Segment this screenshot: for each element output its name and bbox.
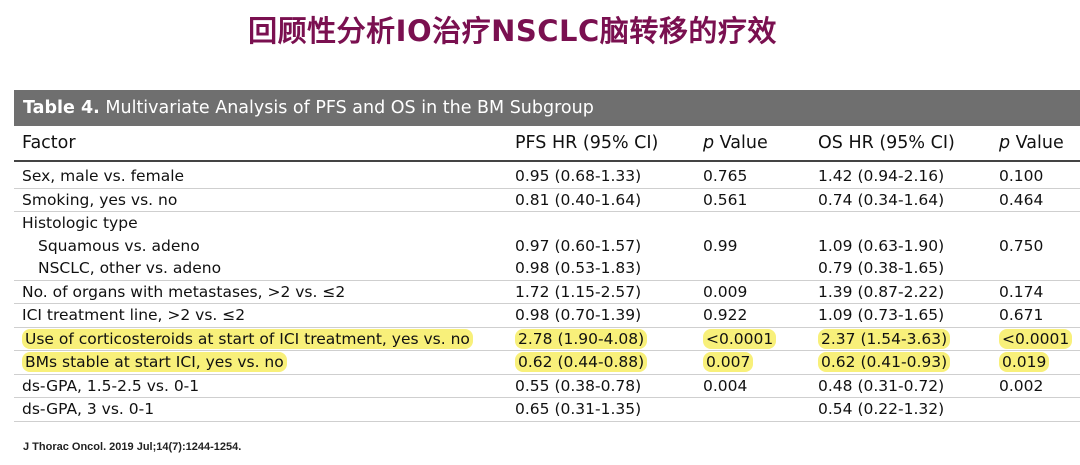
highlighted-text: Use of corticosteroids at start of ICI t… — [22, 328, 473, 349]
highlighted-text: <0.0001 — [999, 328, 1073, 349]
cell-pfs-p: 0.007 — [695, 350, 810, 375]
cell-factor: Use of corticosteroids at start of ICI t… — [14, 327, 507, 351]
table-caption: Table 4. Multivariate Analysis of PFS an… — [14, 90, 1080, 126]
cell-os-p: 0.464 — [991, 188, 1080, 212]
table-row-organs-metastases: No. of organs with metastases, >2 vs. ≤2… — [14, 280, 1080, 304]
cell-factor: ds-GPA, 1.5-2.5 vs. 0-1 — [14, 374, 507, 398]
cell-os-p — [991, 397, 1080, 422]
table-row-histologic-type: Histologic type — [14, 212, 1080, 235]
cell-pfs-p: 0.561 — [695, 188, 810, 212]
cell-pfs-hr: 2.78 (1.90-4.08) — [507, 327, 695, 351]
results-table-container: Table 4. Multivariate Analysis of PFS an… — [14, 90, 1080, 422]
header-pfs-p-rest: Value — [714, 133, 768, 153]
cell-pfs-p: 0.922 — [695, 303, 810, 328]
highlighted-text: 0.007 — [703, 352, 754, 373]
cell-os-hr: 0.48 (0.31-0.72) — [810, 374, 991, 398]
highlighted-text: <0.0001 — [703, 328, 777, 349]
cell-factor: Smoking, yes vs. no — [14, 188, 507, 212]
cell-factor: No. of organs with metastases, >2 vs. ≤2 — [14, 280, 507, 304]
cell-pfs-p — [695, 397, 810, 422]
table-row-ici-treatment-line: ICI treatment line, >2 vs. ≤2 0.98 (0.70… — [14, 303, 1080, 328]
cell-pfs-hr: 0.65 (0.31-1.35) — [507, 397, 695, 422]
cell-os-hr: 0.62 (0.41-0.93) — [810, 350, 991, 375]
cell-os-hr: 1.39 (0.87-2.22) — [810, 280, 991, 304]
cell-pfs-p — [695, 257, 810, 281]
cell-os-p: 0.002 — [991, 374, 1080, 398]
highlighted-text: BMs stable at start ICI, yes vs. no — [22, 352, 287, 373]
cell-os-p: <0.0001 — [991, 327, 1080, 351]
cell-pfs-hr: 0.98 (0.53-1.83) — [507, 257, 695, 281]
table-caption-text: Multivariate Analysis of PFS and OS in t… — [105, 98, 594, 118]
header-pfs-p-italic: p — [703, 133, 715, 153]
cell-os-hr: 0.79 (0.38-1.65) — [810, 257, 991, 281]
cell-pfs-hr: 0.97 (0.60-1.57) — [515, 236, 642, 255]
cell-factor: Histologic type — [22, 214, 138, 233]
table-row-corticosteroids: Use of corticosteroids at start of ICI t… — [14, 327, 1080, 351]
table-row-bms-stable: BMs stable at start ICI, yes vs. no 0.62… — [14, 350, 1080, 375]
table-header-row: Factor PFS HR (95% CI) p Value OS HR (95… — [14, 126, 1080, 162]
cell-os-p — [991, 257, 1080, 281]
cell-pfs-p: 0.99 — [703, 236, 738, 255]
cell-os-hr: 2.37 (1.54-3.63) — [810, 327, 991, 351]
header-os-p-italic: p — [999, 133, 1011, 153]
cell-factor: ICI treatment line, >2 vs. ≤2 — [14, 303, 507, 328]
table-row-ds-gpa-2: ds-GPA, 3 vs. 0-1 0.65 (0.31-1.35) 0.54 … — [14, 397, 1080, 422]
table-row-nsclc-other: NSCLC, other vs. adeno 0.98 (0.53-1.83) … — [14, 257, 1080, 281]
table-row-sex: Sex, male vs. female 0.95 (0.68-1.33) 0.… — [14, 161, 1080, 189]
cell-pfs-p: 0.009 — [695, 280, 810, 304]
cell-factor: NSCLC, other vs. adeno — [14, 257, 507, 281]
highlighted-text: 2.37 (1.54-3.63) — [818, 328, 951, 349]
cell-factor: Sex, male vs. female — [14, 161, 507, 189]
cell-os-hr: 1.09 (0.73-1.65) — [810, 303, 991, 328]
cell-factor: ds-GPA, 3 vs. 0-1 — [14, 397, 507, 422]
cell-os-hr: 1.42 (0.94-2.16) — [810, 161, 991, 189]
highlighted-text: 0.62 (0.41-0.93) — [818, 352, 951, 373]
header-os-p-rest: Value — [1010, 133, 1064, 153]
cell-os-p: 0.100 — [991, 161, 1080, 189]
header-pfs-p: p Value — [695, 126, 810, 162]
cell-os-p: 0.671 — [991, 303, 1080, 328]
cell-pfs-hr: 0.55 (0.38-0.78) — [507, 374, 695, 398]
cell-pfs-hr: 1.72 (1.15-2.57) — [507, 280, 695, 304]
highlighted-text: 0.019 — [999, 352, 1050, 373]
cell-factor: BMs stable at start ICI, yes vs. no — [14, 350, 507, 375]
table-row-ds-gpa-1: ds-GPA, 1.5-2.5 vs. 0-1 0.55 (0.38-0.78)… — [14, 374, 1080, 398]
cell-os-p — [991, 212, 1080, 235]
header-os-hr: OS HR (95% CI) — [810, 126, 991, 162]
cell-factor: Squamous vs. adeno — [38, 236, 200, 255]
slide-title: 回顾性分析IO治疗NSCLC脑转移的疗效 — [248, 14, 777, 48]
table-row-smoking: Smoking, yes vs. no 0.81 (0.40-1.64) 0.5… — [14, 188, 1080, 212]
cell-os-hr: 0.74 (0.34-1.64) — [810, 188, 991, 212]
cell-pfs-hr: 0.81 (0.40-1.64) — [507, 188, 695, 212]
highlighted-text: 0.62 (0.44-0.88) — [515, 352, 648, 373]
cell-pfs-hr: 0.62 (0.44-0.88) — [507, 350, 695, 375]
cell-pfs-p: 0.765 — [695, 161, 810, 189]
citation: J Thorac Oncol. 2019 Jul;14(7):1244-1254… — [23, 441, 242, 453]
table-caption-label: Table 4. — [23, 98, 100, 118]
cell-pfs-p: 0.004 — [695, 374, 810, 398]
cell-os-p: 0.750 — [999, 236, 1044, 255]
header-factor: Factor — [14, 126, 507, 162]
header-pfs-hr: PFS HR (95% CI) — [507, 126, 695, 162]
multivariate-analysis-table: Factor PFS HR (95% CI) p Value OS HR (95… — [14, 126, 1080, 422]
header-os-p: p Value — [991, 126, 1080, 162]
cell-os-hr: 1.09 (0.63-1.90) — [818, 236, 945, 255]
cell-pfs-hr — [507, 212, 695, 235]
cell-pfs-hr: 0.95 (0.68-1.33) — [507, 161, 695, 189]
cell-os-hr — [810, 212, 991, 235]
cell-os-hr: 0.54 (0.22-1.32) — [810, 397, 991, 422]
cell-pfs-p: <0.0001 — [695, 327, 810, 351]
highlighted-text: 2.78 (1.90-4.08) — [515, 328, 648, 349]
cell-pfs-p — [695, 212, 810, 235]
table-row-squamous: Squamous vs. adeno 0.97 (0.60-1.57) 0.99… — [14, 235, 1080, 258]
cell-os-p: 0.174 — [991, 280, 1080, 304]
cell-pfs-hr: 0.98 (0.70-1.39) — [507, 303, 695, 328]
cell-os-p: 0.019 — [991, 350, 1080, 375]
